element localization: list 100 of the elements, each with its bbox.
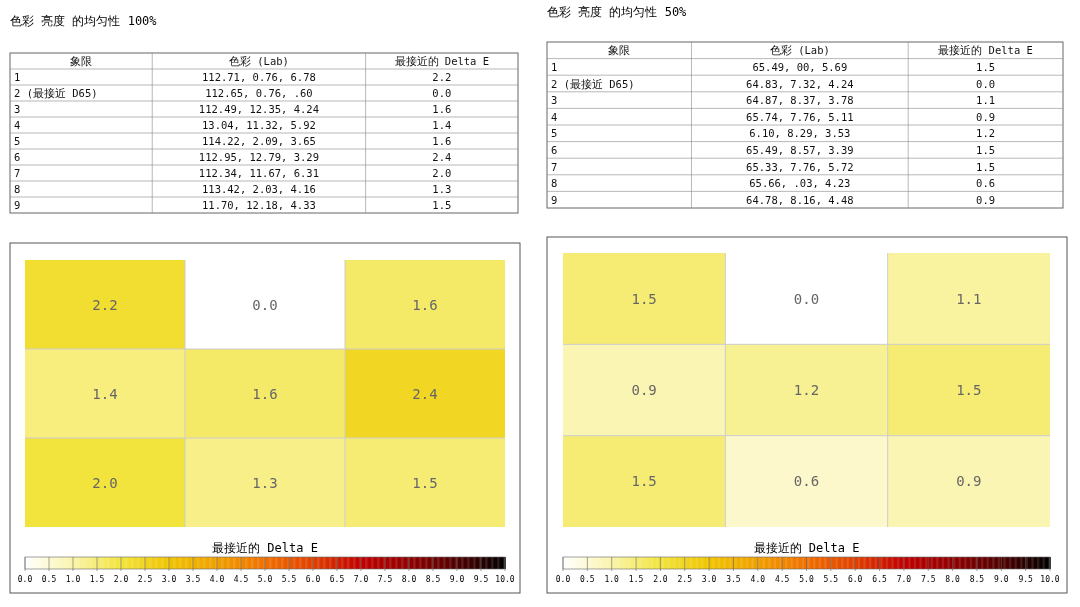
color-bar-label: 7.5 <box>921 575 936 584</box>
color-bar-label: 6.0 <box>305 575 321 584</box>
text: 3 <box>14 103 21 115</box>
color-bar-label: 0.0 <box>555 575 571 584</box>
color-bar-label: 3.5 <box>185 575 201 584</box>
text: 2 (最接近 D65) <box>551 77 635 90</box>
text: 2.2 <box>432 71 452 83</box>
text: 6.10, 8.29, 3.53 <box>749 127 851 140</box>
text: 0.0 <box>976 77 996 90</box>
text: 9 <box>14 199 21 211</box>
text: 最接近的 Delta E <box>938 44 1033 57</box>
text: 1.4 <box>432 119 452 131</box>
color-bar-label: 9.0 <box>994 575 1009 584</box>
text: 112.71, 0.76, 6.78 <box>202 71 316 83</box>
text: 65.49, 00, 5.69 <box>752 60 848 73</box>
color-bar-label: 5.5 <box>281 575 297 584</box>
color-bar-label: 7.0 <box>896 575 912 584</box>
text: 64.87, 8.37, 3.78 <box>746 94 854 107</box>
color-bar-label: 1.0 <box>65 575 81 584</box>
color-bar-label: 1.5 <box>89 575 105 584</box>
text: 112.34, 11.67, 6.31 <box>198 167 319 179</box>
color-bar-label: 7.5 <box>377 575 393 584</box>
text: 13.04, 11.32, 5.92 <box>202 119 316 131</box>
text: 色彩 亮度 的均匀性 50% <box>547 5 688 19</box>
color-bar-title: 最接近的 Delta E <box>753 541 860 555</box>
color-bar-label: 8.0 <box>401 575 417 584</box>
text: 1.5 <box>976 160 996 173</box>
color-bar-label: 5.5 <box>823 575 839 584</box>
color-bar-label: 9.5 <box>1018 575 1034 584</box>
text: 0.6 <box>976 177 996 190</box>
text: 8 <box>14 183 21 195</box>
color-bar-label: 8.5 <box>969 575 985 584</box>
text: 112.95, 12.79, 3.29 <box>198 151 319 163</box>
data-label: 1.5 <box>956 382 982 398</box>
text: 6 <box>14 151 21 163</box>
text: 114.22, 2.09, 3.65 <box>202 135 316 147</box>
color-bar-label: 9.5 <box>473 575 489 584</box>
text: 4 <box>14 119 21 131</box>
color-bar-label: 0.5 <box>580 575 595 584</box>
color-bar-label: 8.0 <box>945 575 961 584</box>
data-label: 0.0 <box>793 290 820 307</box>
color-bar-label: 8.5 <box>425 575 441 584</box>
data-label: 0.9 <box>956 473 982 490</box>
color-bar-label: 5.0 <box>799 575 814 584</box>
color-bar-label: 2.5 <box>137 575 153 584</box>
color-bar-label: 4.0 <box>209 575 225 584</box>
color-bar-label: 4.0 <box>750 575 766 584</box>
text: 64.78, 8.16, 4.48 <box>746 193 854 206</box>
text: 65.66, .03, 4.23 <box>749 177 851 190</box>
text: 象限 <box>608 44 631 57</box>
text: 1.1 <box>976 94 996 107</box>
color-bar-label: 0.0 <box>17 575 33 584</box>
data-label: 0.9 <box>631 382 657 398</box>
data-label: 2.4 <box>412 385 438 402</box>
data-label: 1.3 <box>252 474 278 491</box>
color-bar-label: 6.5 <box>872 575 887 584</box>
data-label: 2.2 <box>92 296 118 313</box>
data-label: 1.5 <box>412 474 438 491</box>
color-bar-label: 2.0 <box>653 575 668 584</box>
data-label: 1.6 <box>412 296 438 313</box>
text: 7 <box>551 160 558 173</box>
data-label: 1.1 <box>956 290 982 307</box>
text: 1 <box>14 71 21 83</box>
color-bar-label: 7.0 <box>353 575 369 584</box>
text: 2.0 <box>432 167 452 179</box>
text: 65.49, 8.57, 3.39 <box>746 143 854 156</box>
color-bar-label: 1.0 <box>604 575 620 584</box>
text: 1.5 <box>976 143 996 156</box>
color-bar-label: 1.5 <box>628 575 644 584</box>
text: 8 <box>551 177 558 190</box>
color-bar-label: 3.0 <box>701 575 717 584</box>
text: 0.9 <box>976 110 996 123</box>
text: 最接近的 Delta E <box>394 55 490 67</box>
text: 2.4 <box>432 151 452 163</box>
text: 色彩 (Lab) <box>228 55 289 67</box>
data-label: 1.4 <box>92 385 118 402</box>
data-label: 1.6 <box>252 385 278 402</box>
data-label: 1.5 <box>631 290 657 307</box>
text: 象限 <box>70 55 93 67</box>
text: 0.0 <box>432 87 452 99</box>
color-bar-label: 3.5 <box>726 575 741 584</box>
data-label: 0.0 <box>252 296 278 313</box>
color-bar-label: 2.5 <box>677 575 693 584</box>
text: 1.5 <box>976 60 996 73</box>
text: 1.3 <box>432 183 452 195</box>
text: 9 <box>551 193 558 206</box>
data-label: 1.2 <box>793 382 820 398</box>
data-label: 1.5 <box>631 473 657 490</box>
text: 3 <box>551 94 558 107</box>
text: 色彩 亮度 的均匀性 100% <box>10 14 158 28</box>
color-bar-label: 10.0 <box>1040 575 1060 584</box>
color-bar-label: 9.0 <box>449 575 465 584</box>
text: 1.6 <box>432 103 452 115</box>
text: 64.83, 7.32, 4.24 <box>746 77 854 90</box>
text: 5 <box>14 135 21 147</box>
text: 1 <box>551 60 558 73</box>
text: 2 (最接近 D65) <box>14 87 98 99</box>
text: 65.33, 7.76, 5.72 <box>746 160 854 173</box>
text: 112.65, 0.76, .60 <box>205 87 313 99</box>
color-bar-label: 6.5 <box>329 575 345 584</box>
